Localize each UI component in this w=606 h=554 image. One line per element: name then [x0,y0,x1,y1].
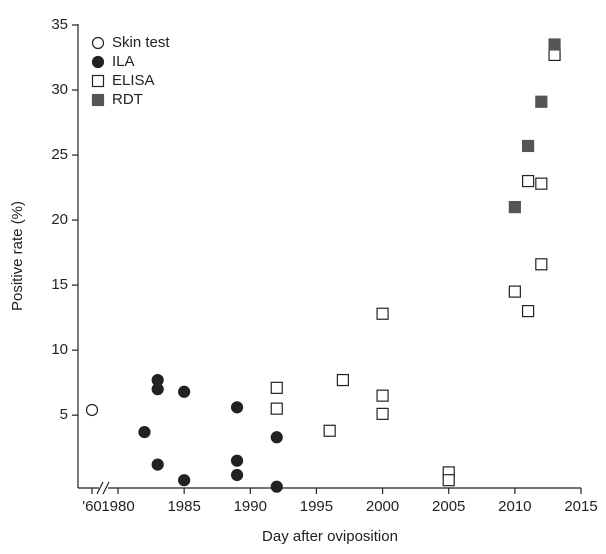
y-tick-label: 10 [51,341,68,358]
point [548,48,561,62]
point [376,407,389,420]
point [336,373,349,387]
legend-marker [91,36,105,50]
y-tick-label: 30 [51,81,68,98]
point [508,285,521,298]
point [535,177,548,190]
axis-break-mark [102,481,110,495]
point [376,307,389,320]
point [270,480,283,493]
y-tick-label: 35 [51,16,68,33]
axis-break-mark [96,481,104,495]
axis-break-gap [99,480,108,494]
x-axis-label: Day after oviposition [262,528,398,545]
point [323,424,336,437]
point [508,200,521,214]
x-tick-label: 2000 [366,498,399,515]
x-tick-label: 2015 [564,498,597,515]
point [270,381,283,394]
y-tick-label: 20 [51,211,68,228]
x-tick-label: 1985 [167,498,200,515]
x-tick-label: 2005 [432,498,465,515]
x-tick-label: 1990 [234,498,267,515]
y-axis-label: Positive rate (%) [9,201,26,311]
point [521,174,535,188]
point [178,385,191,398]
point [270,402,283,415]
point [151,458,164,471]
legend-label: ILA [112,53,135,70]
x-tick-label: 1995 [300,498,333,515]
point [178,474,191,487]
point [521,139,535,153]
point [85,403,99,417]
point [230,454,244,467]
point [138,425,151,439]
point [270,431,283,444]
legend-label: RDT [112,91,143,108]
point [442,474,455,487]
y-tick-label: 25 [51,146,68,163]
legend-marker [91,74,105,88]
y-tick-label: 15 [51,276,68,293]
point [376,389,389,402]
y-tick-label: 5 [60,406,68,423]
point [230,401,244,414]
x-tick-label: '60 [82,498,102,515]
legend-marker [91,55,105,69]
point [535,258,548,271]
point [230,468,244,482]
legend-label: Skin test [112,34,170,51]
point [521,305,535,318]
legend-label: ELISA [112,72,155,89]
x-tick-label: 2010 [498,498,531,515]
legend-marker [91,93,105,107]
x-tick-label: 1980 [101,498,134,515]
point [151,383,164,396]
point [548,38,561,51]
point [535,95,548,108]
